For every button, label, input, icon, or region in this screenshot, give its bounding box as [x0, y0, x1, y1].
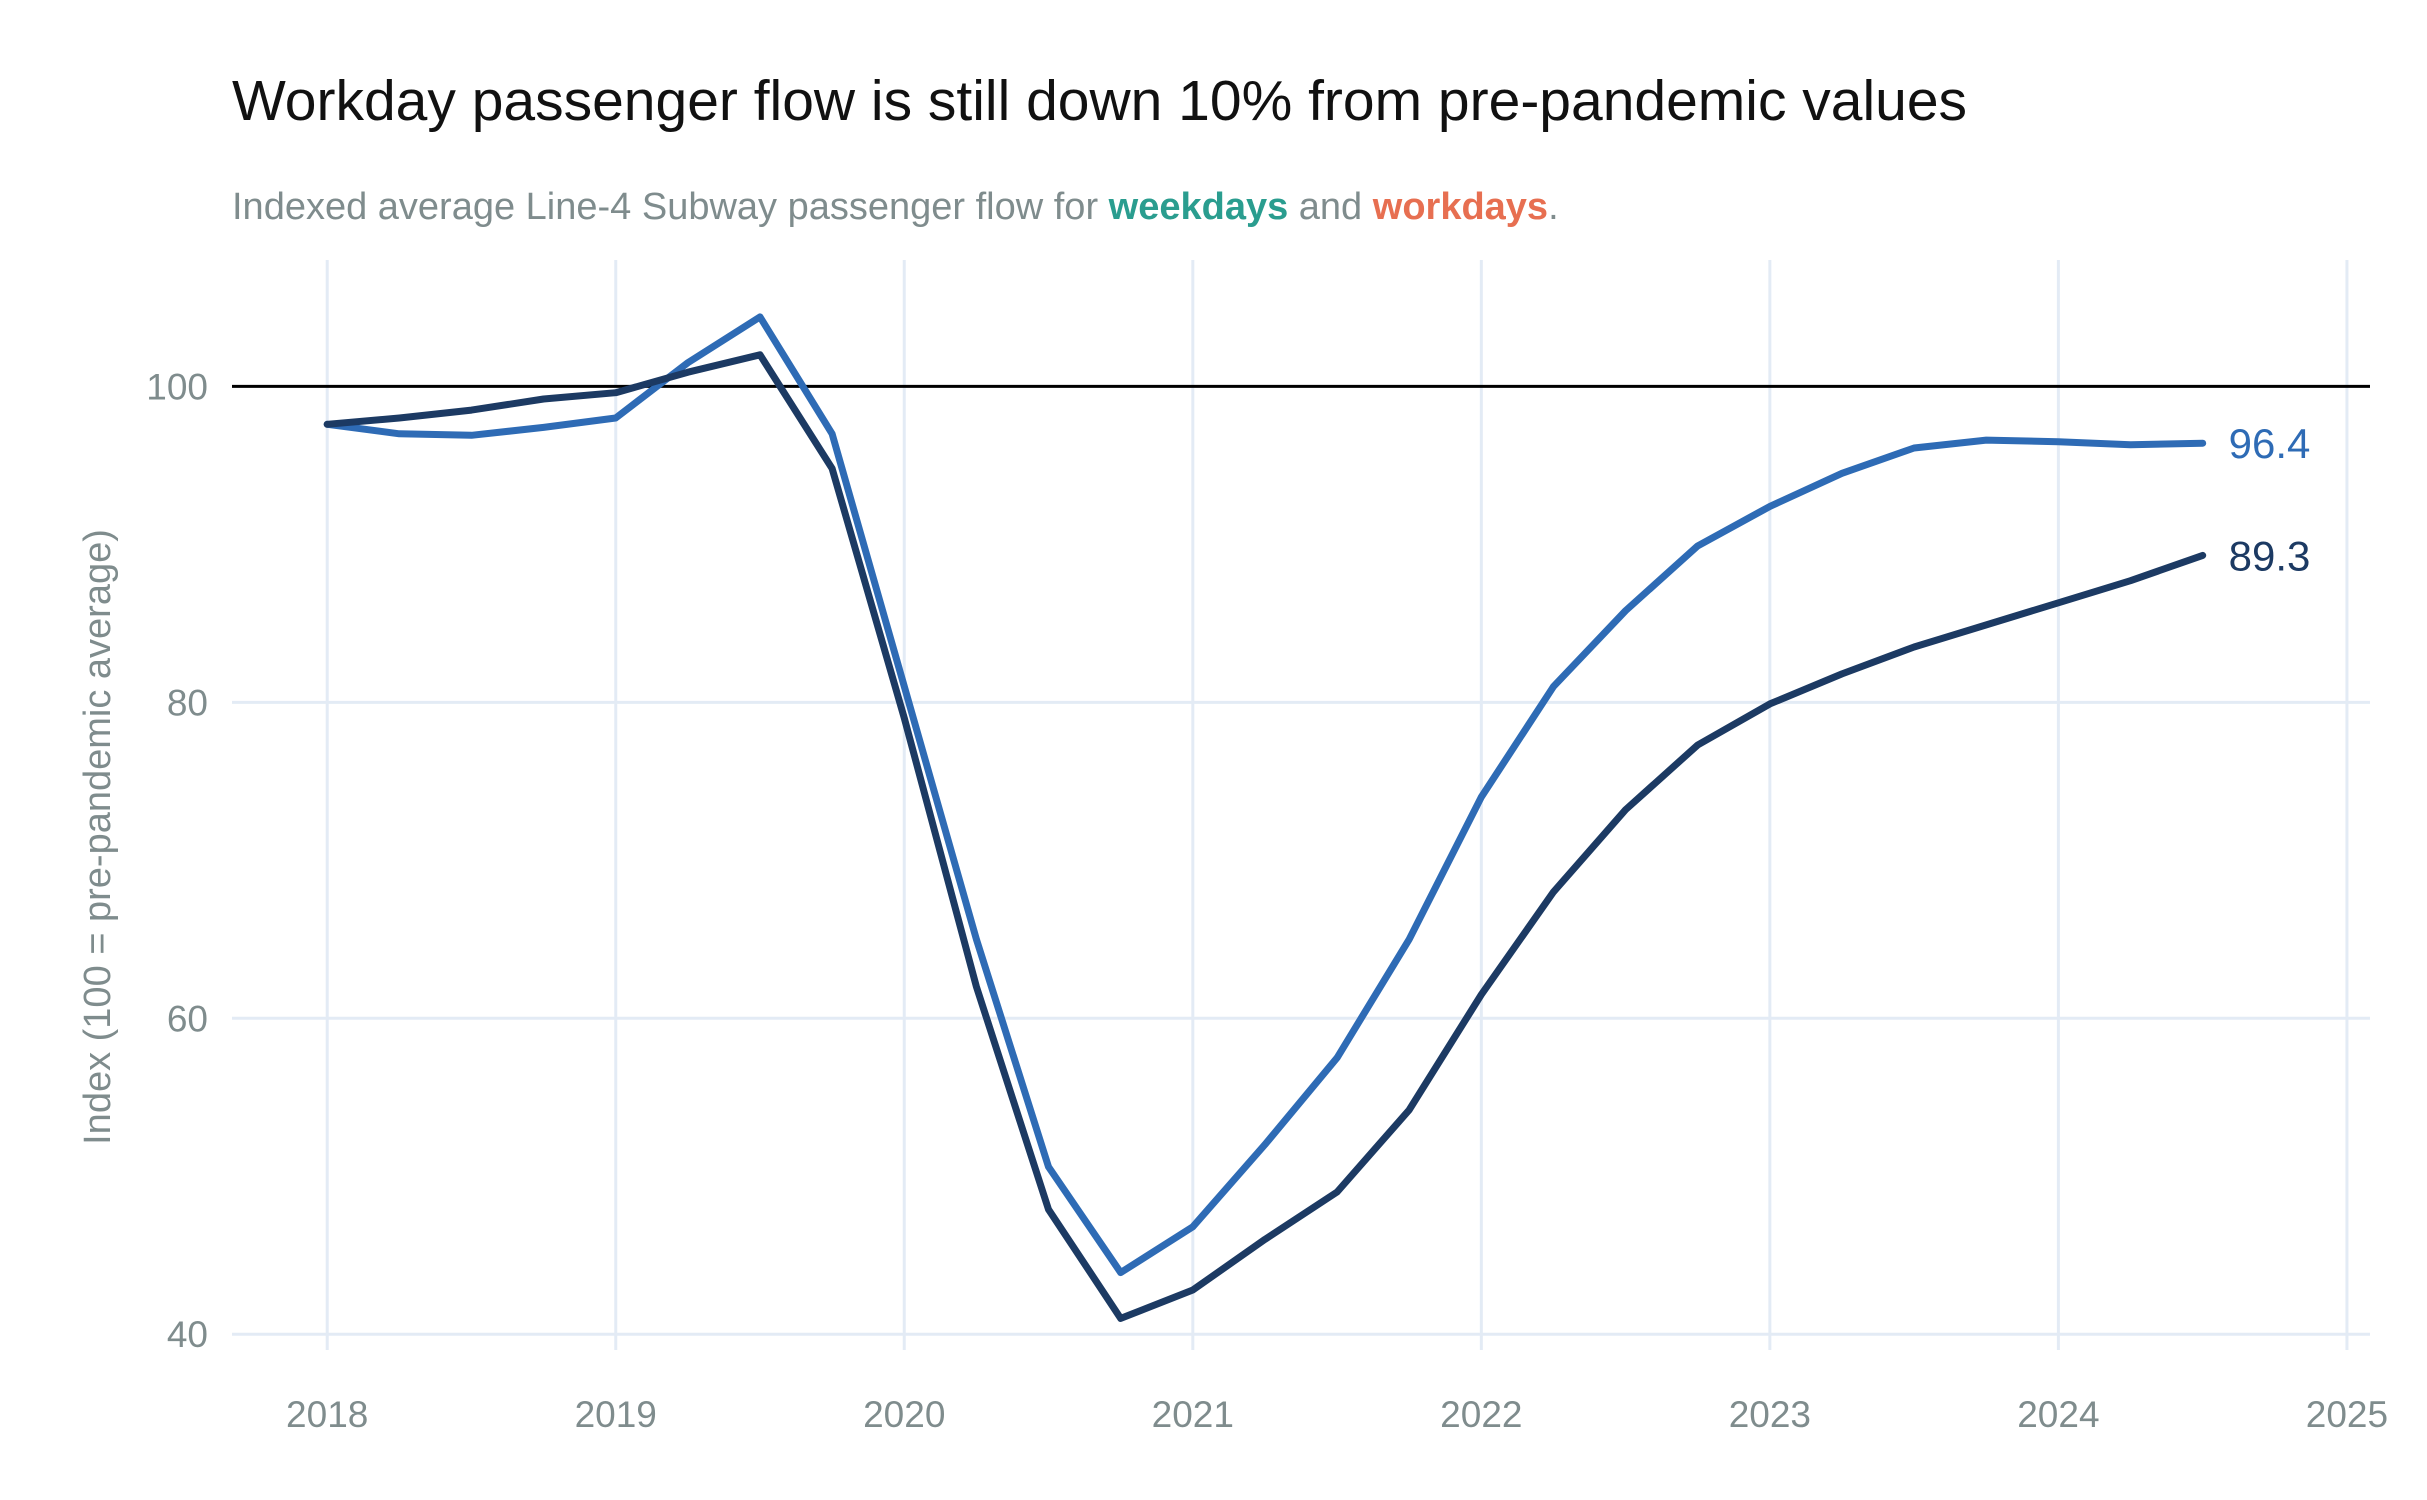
grid-lines [232, 260, 2370, 1350]
y-tick-label-100: 100 [146, 366, 208, 407]
chart-subtitle: Indexed average Line-4 Subway passenger … [232, 186, 1559, 229]
x-tick-label-2024: 2024 [2017, 1394, 2099, 1435]
y-axis-title: Index (100 = pre-pandemic average) [77, 529, 119, 1145]
series-line-2 [323, 351, 2207, 1322]
x-tick-label-2022: 2022 [1440, 1394, 1522, 1435]
x-tick-label-2021: 2021 [1152, 1394, 1234, 1435]
x-tick-label-2020: 2020 [863, 1394, 945, 1435]
series-line-1 [323, 313, 2207, 1277]
x-tick-label-2025: 2025 [2306, 1394, 2388, 1435]
subtitle-workdays-highlight: workdays [1372, 186, 1549, 228]
end-value-label-2: 89.3 [2229, 532, 2311, 579]
series-lines [323, 313, 2207, 1322]
axis-labels: 2018 2019 2020 2021 2022 2023 2024 2025 40 60 80 10… [146, 366, 2388, 1435]
y-tick-label-80: 80 [167, 682, 208, 723]
x-tick-label-2023: 2023 [1729, 1394, 1811, 1435]
end-value-label-1: 96.4 [2229, 420, 2311, 467]
subtitle-prefix: Indexed average Line-4 Subway passenger … [232, 186, 1109, 228]
subtitle-middle: and [1288, 186, 1373, 228]
subtitle-weekdays-highlight: weekdays [1108, 186, 1289, 228]
chart-title: Workday passenger flow is still down 10%… [232, 69, 1968, 133]
subtitle-suffix: . [1548, 186, 1559, 228]
y-tick-label-60: 60 [167, 998, 208, 1039]
y-tick-label-40: 40 [167, 1314, 208, 1355]
x-tick-label-2018: 2018 [286, 1394, 368, 1435]
x-tick-label-2019: 2019 [575, 1394, 657, 1435]
